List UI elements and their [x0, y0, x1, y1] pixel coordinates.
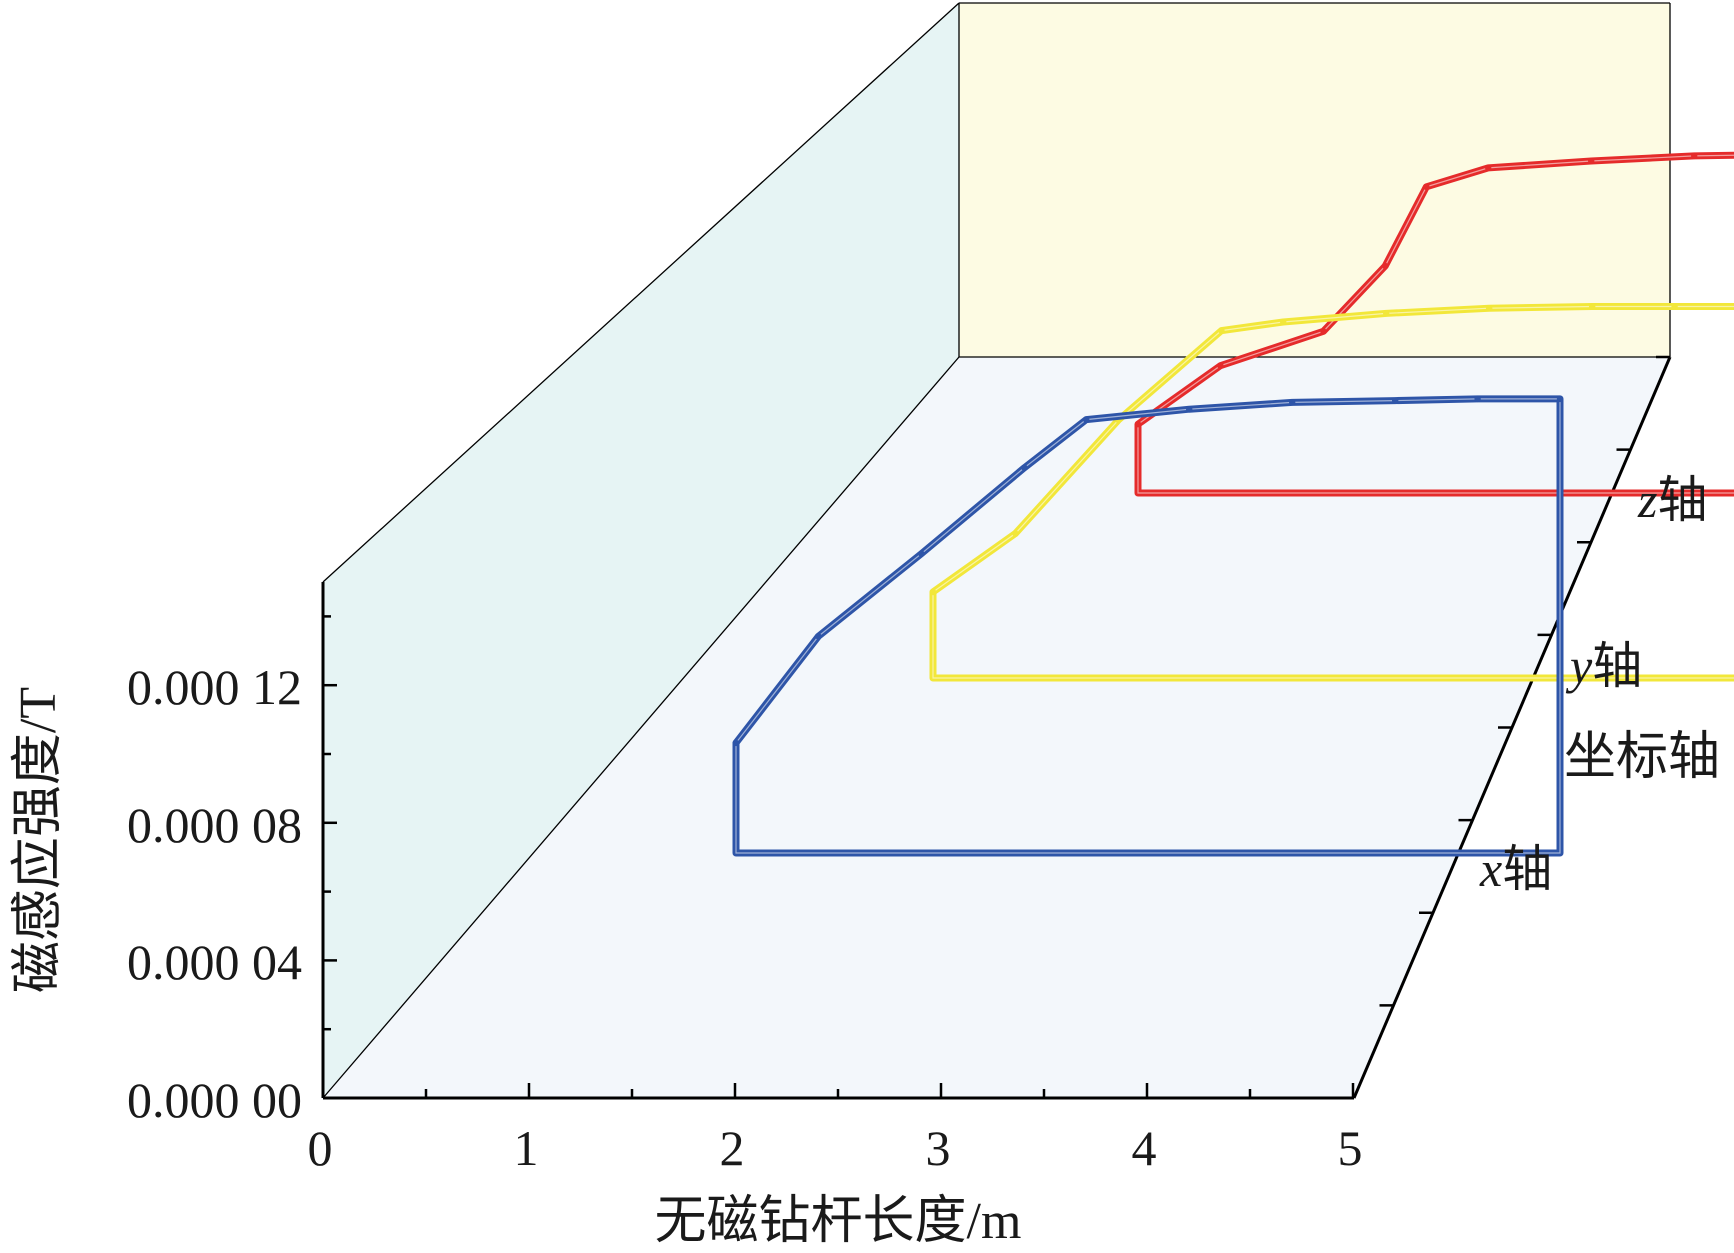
y-axis-title: 磁感应强度/T [10, 687, 67, 993]
z-category-symbol: z [1637, 472, 1657, 528]
series-point [1474, 395, 1481, 403]
z-category-label-x: x轴 [1479, 841, 1552, 897]
z-category-symbol: x [1479, 841, 1502, 897]
series-point [1383, 310, 1390, 317]
series-point [1186, 406, 1193, 413]
series-point [732, 739, 740, 747]
series-x轴 [732, 395, 1564, 857]
left-wall-panel [323, 3, 959, 1098]
x-tick-label: 0 [308, 1120, 333, 1176]
series-point [1012, 530, 1019, 537]
z-category-labels: x轴 y轴 z轴 [1479, 472, 1707, 897]
z-category-suffix: 轴 [1502, 841, 1552, 897]
series-point [1671, 303, 1678, 310]
series-point [1556, 395, 1564, 403]
floor-panel [323, 357, 1670, 1098]
x-tick-label: 5 [1338, 1120, 1363, 1176]
x-axis-title: 无磁钻杆长度/m [655, 1193, 1022, 1248]
z-category-suffix: 轴 [1592, 638, 1642, 694]
series-z轴 [1134, 151, 1734, 497]
z-category-label-y: y轴 [1565, 638, 1642, 694]
series-point [1423, 183, 1430, 190]
left-wall-top-edge [322, 2, 960, 583]
y-axis-ticks [323, 615, 337, 1100]
series-ribbon-highlight [1137, 154, 1734, 494]
floor-left-edge [322, 356, 960, 1099]
series-point [1083, 416, 1090, 423]
series-point [815, 633, 822, 640]
series-point [1021, 464, 1028, 471]
series-point [1280, 318, 1287, 326]
z-category-label-z: z轴 [1637, 472, 1707, 528]
series-point [918, 550, 925, 557]
y-tick-label: 0.000 04 [127, 934, 302, 990]
x-tick-label: 4 [1132, 1120, 1157, 1176]
y-tick-label: 0.000 00 [127, 1072, 302, 1128]
x-tick-labels: 0 1 2 3 4 5 [308, 1120, 1363, 1176]
back-wall-panel [959, 3, 1670, 357]
x-tick-label: 1 [514, 1120, 539, 1176]
z-category-symbol: y [1565, 638, 1593, 694]
x-tick-label: 3 [926, 1120, 951, 1176]
series-point [1486, 305, 1493, 312]
series-point [1217, 362, 1224, 369]
y-tick-label: 0.000 12 [127, 659, 302, 715]
series-point [1382, 262, 1389, 270]
series-point [1691, 152, 1698, 160]
z-category-suffix: 轴 [1657, 472, 1707, 528]
series-point [1289, 399, 1296, 406]
series-point [1392, 397, 1399, 404]
series-point [1589, 303, 1596, 310]
series-layer [732, 151, 1734, 857]
series-point [1588, 157, 1595, 165]
series-point [1485, 164, 1492, 172]
x-tick-label: 2 [720, 1120, 745, 1176]
y-tick-label: 0.000 08 [127, 797, 302, 853]
series-point [1218, 327, 1225, 334]
z-axis-title: 坐标轴 [1564, 729, 1720, 786]
y-tick-labels: 0.000 00 0.000 04 0.000 08 0.000 12 [127, 659, 302, 1128]
box-edges [322, 2, 1671, 1099]
series-point [1134, 421, 1142, 428]
series-point [1320, 328, 1327, 335]
x-axis-ticks [321, 1083, 1355, 1098]
z-axis-ticks [1340, 355, 1670, 1100]
series-point [929, 588, 937, 596]
